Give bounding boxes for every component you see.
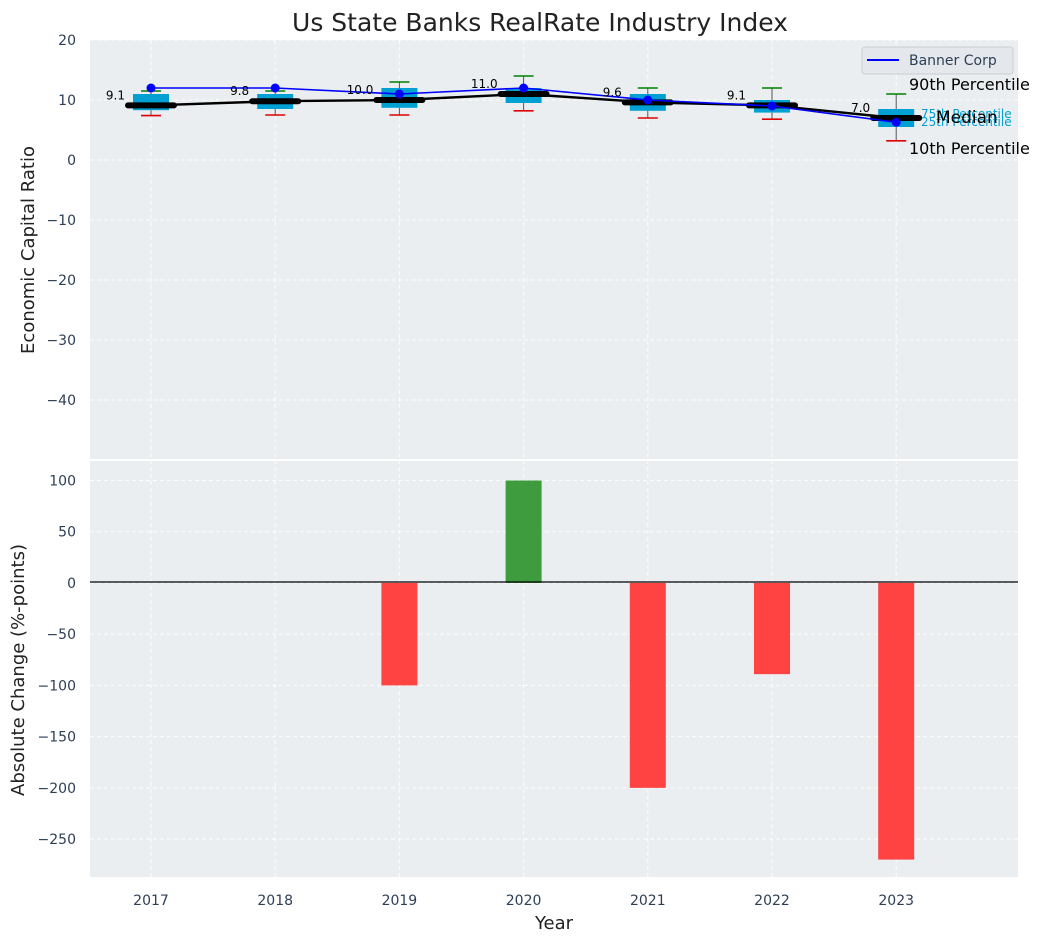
change-bar [381,582,418,686]
median-value-label: 9.1 [106,88,125,102]
top-y-tick-label: 0 [67,153,76,169]
x-axis-label: Year [534,913,574,934]
bottom-y-tick-label: 0 [67,576,76,592]
median-value-label: 9.6 [603,85,622,99]
change-bar [878,582,915,860]
banner-point [146,83,156,93]
top-y-tick-labels: 20 10 0 −10 −20 −30 −40 [46,33,76,409]
change-bar [629,582,666,788]
bottom-y-tick-labels: 100 50 0 −50 −100 −150 −200 −250 [38,473,76,848]
top-grid [90,39,1018,460]
annotation-10th: 10th Percentile [909,139,1030,158]
legend: Banner Corp [861,46,1014,75]
top-y-tick-label: −40 [46,393,76,409]
legend-label-banner: Banner Corp [909,53,997,69]
annotation-75th: 75th Percentile [921,107,1012,121]
x-tick-label: 2021 [630,893,666,909]
top-y-tick-label: −10 [46,213,76,229]
median-value-label: 11.0 [471,77,498,91]
top-y-tick-label: −20 [46,273,76,289]
top-y-tick-label: 10 [58,93,76,109]
x-tick-label: 2023 [878,893,914,909]
top-plot-background [90,40,1018,460]
annotation-90th: 90th Percentile [909,75,1030,94]
change-bar [754,582,790,675]
bottom-y-tick-label: −50 [46,627,76,643]
x-tick-labels: 2017 2018 2019 2020 2021 2022 2023 [133,893,914,909]
bottom-y-tick-label: −250 [38,832,76,848]
x-tick-label: 2018 [257,893,293,909]
bottom-y-tick-label: −100 [38,678,76,694]
bottom-y-axis-label: Absolute Change (%-points) [8,544,29,796]
banner-point [767,101,777,111]
x-tick-label: 2020 [506,893,542,909]
banner-point [270,83,280,93]
legend-box [861,46,1014,75]
median-value-label: 7.0 [851,101,870,115]
top-y-tick-label: −30 [46,333,76,349]
annotation-median: Median [936,108,998,128]
median-value-label: 9.1 [727,88,746,102]
x-tick-label: 2019 [382,893,418,909]
banner-point [394,89,404,99]
banner-point [891,117,901,127]
top-y-axis-label: Economic Capital Ratio [18,146,39,354]
change-bar [505,480,542,583]
series-lines [146,83,901,127]
x-tick-label: 2017 [133,893,169,909]
median-value-labels: 9.1 9.8 10.0 11.0 9.6 9.1 7.0 [106,77,870,115]
banner-point [643,95,653,105]
annotation-25th: 25th Percentile [921,115,1012,129]
bottom-y-tick-label: −200 [38,781,76,797]
bottom-y-tick-label: 100 [49,473,76,489]
median-value-label: 10.0 [347,83,374,97]
median-value-label: 9.8 [230,84,249,98]
bottom-plot-background [90,460,1018,877]
change-bars [381,480,915,860]
bottom-y-tick-label: 50 [58,525,76,541]
bottom-y-tick-label: −150 [38,730,76,746]
bottom-grid [90,460,1018,877]
chart-title: Us State Banks RealRate Industry Index [292,8,788,37]
x-tick-label: 2022 [754,893,790,909]
top-y-tick-label: 20 [58,33,76,49]
banner-point [519,83,529,93]
